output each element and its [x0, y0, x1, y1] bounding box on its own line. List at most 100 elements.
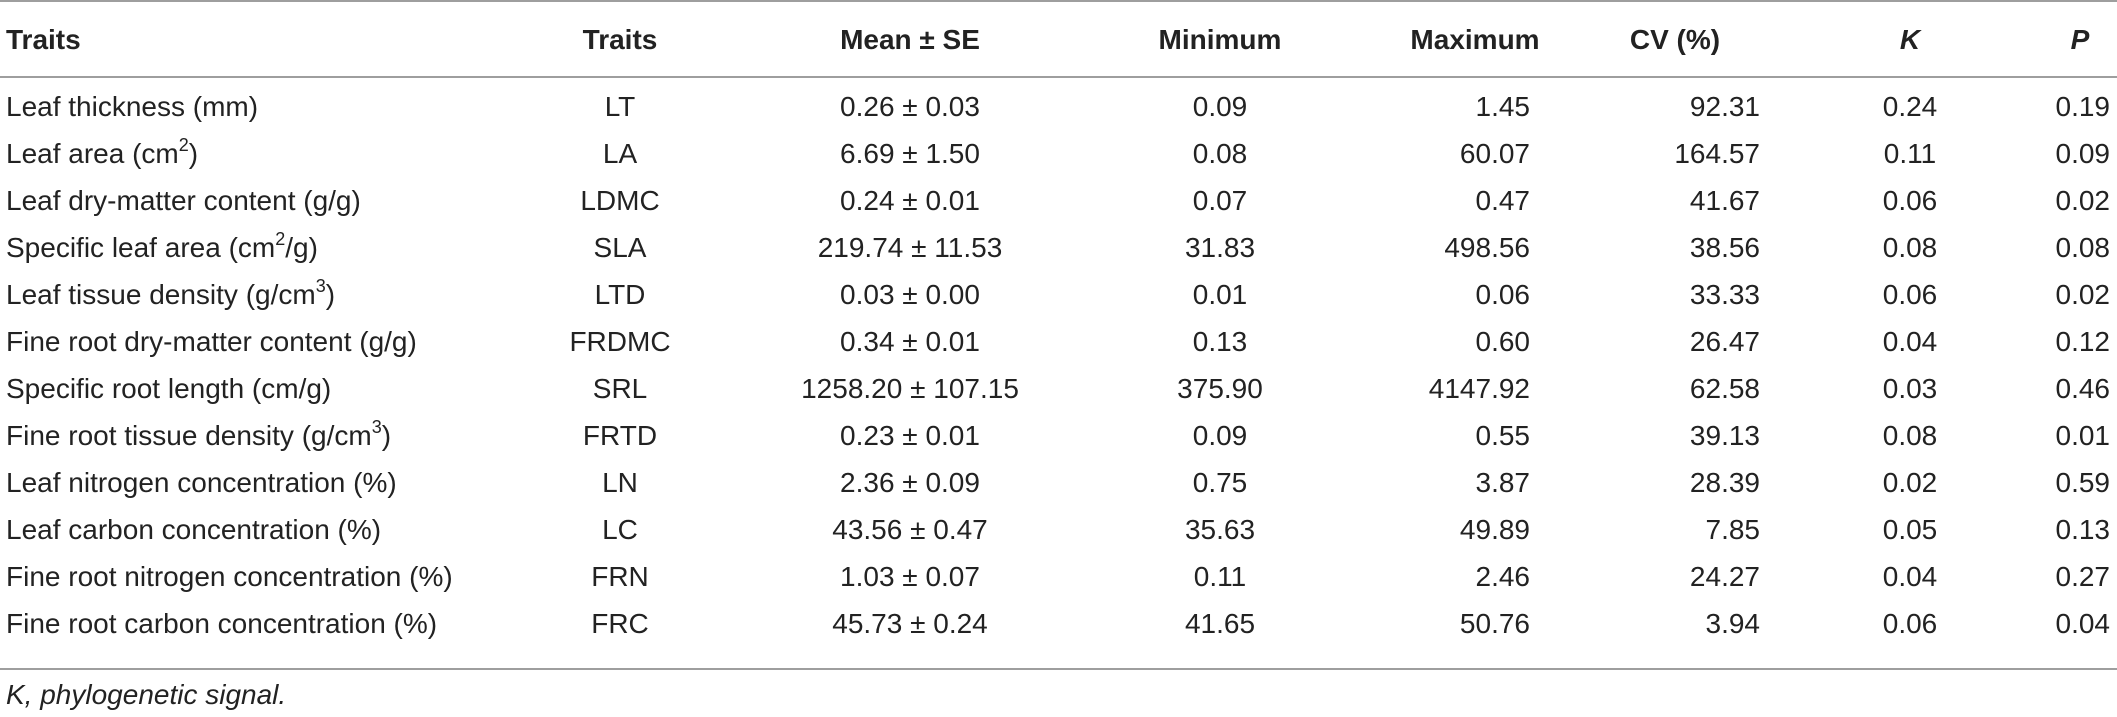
table-footnote: K, phylogenetic signal. — [6, 679, 287, 710]
cell-p: 0.09 — [2055, 138, 2111, 169]
cell-minimum: 35.63 — [1184, 514, 1256, 545]
cell-minimum: 31.83 — [1184, 232, 1256, 263]
cell-mean-se: 2.36 ± 0.09 — [840, 467, 980, 498]
table-bottom-rule — [0, 668, 2117, 670]
cell-mean-se: 0.23 ± 0.01 — [840, 420, 980, 451]
cell-cv: 62.58 — [1689, 373, 1760, 404]
cell-abbr: SRL — [592, 373, 648, 404]
cell-abbr: FRC — [591, 608, 649, 639]
cell-abbr: SLA — [593, 232, 647, 263]
cell-maximum: 0.60 — [1475, 326, 1531, 357]
cell-k: 0.04 — [1882, 326, 1938, 357]
cell-maximum: 0.47 — [1475, 185, 1531, 216]
table-row: Specific leaf area (cm2/g) SLA 219.74 ± 11… — [0, 224, 2117, 271]
cell-cv: 7.85 — [1705, 514, 1761, 545]
cell-k: 0.06 — [1882, 608, 1938, 639]
header-k: K — [1899, 24, 1921, 55]
cell-k: 0.24 — [1882, 91, 1938, 122]
cell-abbr: FRN — [591, 561, 649, 592]
cell-k: 0.08 — [1882, 232, 1938, 263]
cell-k: 0.11 — [1883, 138, 1937, 169]
cell-minimum: 0.09 — [1192, 91, 1248, 122]
cell-maximum: 0.06 — [1475, 279, 1531, 310]
cell-mean-se: 6.69 ± 1.50 — [840, 138, 980, 169]
cell-trait-name: Fine root tissue density (g/cm3) — [6, 416, 392, 451]
cell-abbr: FRDMC — [569, 326, 671, 357]
header-p: P — [2070, 24, 2090, 55]
cell-p: 0.46 — [2055, 373, 2111, 404]
cell-mean-se: 1.03 ± 0.07 — [840, 561, 980, 592]
cell-p: 0.01 — [2055, 420, 2111, 451]
cell-maximum: 60.07 — [1459, 138, 1530, 169]
table-row: Leaf tissue density (g/cm3) LTD 0.03 ± 0.0… — [0, 271, 2117, 318]
cell-p: 0.59 — [2055, 467, 2111, 498]
cell-k: 0.03 — [1882, 373, 1938, 404]
cell-trait-name: Leaf nitrogen concentration (%) — [6, 467, 397, 498]
cell-maximum: 49.89 — [1459, 514, 1530, 545]
cell-cv: 33.33 — [1689, 279, 1760, 310]
cell-cv: 92.31 — [1689, 91, 1760, 122]
cell-cv: 26.47 — [1689, 326, 1760, 357]
header-minimum: Minimum — [1158, 24, 1282, 55]
cell-trait-name: Specific leaf area (cm2/g) — [6, 228, 318, 263]
cell-mean-se: 0.03 ± 0.00 — [840, 279, 980, 310]
cell-trait-name: Fine root dry-matter content (g/g) — [6, 326, 417, 357]
cell-minimum: 0.13 — [1192, 326, 1248, 357]
cell-k: 0.05 — [1882, 514, 1938, 545]
cell-trait-name: Leaf area (cm2) — [6, 134, 199, 169]
cell-mean-se: 0.24 ± 0.01 — [840, 185, 980, 216]
cell-minimum: 0.75 — [1192, 467, 1248, 498]
cell-abbr: LA — [602, 138, 638, 169]
cell-mean-se: 219.74 ± 11.53 — [817, 232, 1003, 263]
cell-p: 0.19 — [2055, 91, 2111, 122]
cell-k: 0.08 — [1882, 420, 1938, 451]
cell-cv: 41.67 — [1689, 185, 1760, 216]
cell-mean-se: 0.34 ± 0.01 — [840, 326, 980, 357]
cell-k: 0.04 — [1882, 561, 1938, 592]
cell-trait-name: Specific root length (cm/g) — [6, 373, 332, 404]
table-row: Leaf area (cm2) LA 6.69 ± 1.50 0.08 60.07 164… — [0, 130, 2117, 177]
cell-maximum: 3.87 — [1475, 467, 1531, 498]
table-row: Leaf thickness (mm) LT 0.26 ± 0.03 0.09 1.45… — [0, 83, 2117, 130]
cell-minimum: 0.11 — [1193, 561, 1247, 592]
header-trait-abbr: Traits — [582, 24, 658, 55]
cell-abbr: LC — [602, 514, 638, 545]
cell-minimum: 375.90 — [1177, 373, 1263, 404]
cell-maximum: 498.56 — [1444, 232, 1530, 263]
cell-trait-name: Leaf thickness (mm) — [6, 91, 259, 122]
cell-minimum: 0.07 — [1192, 185, 1248, 216]
table-row: Fine root dry-matter content (g/g) FRDMC 0… — [0, 318, 2117, 365]
cell-trait-name: Fine root nitrogen concentration (%) — [6, 561, 453, 592]
cell-cv: 38.56 — [1689, 232, 1760, 263]
table-header-rule — [0, 76, 2117, 78]
cell-abbr: LN — [602, 467, 638, 498]
header-traits: Traits — [6, 24, 81, 55]
cell-p: 0.27 — [2055, 561, 2111, 592]
cell-p: 0.02 — [2055, 185, 2111, 216]
cell-maximum: 1.45 — [1475, 91, 1531, 122]
table-row: Leaf carbon concentration (%) LC 43.56 ± 0… — [0, 506, 2117, 553]
cell-maximum: 0.55 — [1475, 420, 1531, 451]
cell-cv: 24.27 — [1689, 561, 1760, 592]
cell-mean-se: 43.56 ± 0.47 — [832, 514, 988, 545]
cell-p: 0.13 — [2055, 514, 2111, 545]
cell-abbr: LDMC — [580, 185, 660, 216]
cell-maximum: 50.76 — [1459, 608, 1530, 639]
cell-mean-se: 45.73 ± 0.24 — [832, 608, 988, 639]
cell-maximum: 4147.92 — [1428, 373, 1530, 404]
cell-mean-se: 1258.20 ± 107.15 — [801, 373, 1019, 404]
header-maximum: Maximum — [1410, 24, 1540, 55]
cell-k: 0.06 — [1882, 279, 1938, 310]
table-row: Leaf dry-matter content (g/g) LDMC 0.24 ± … — [0, 177, 2117, 224]
cell-cv: 164.57 — [1674, 138, 1760, 169]
table-row: Fine root tissue density (g/cm3) FRTD 0.23… — [0, 412, 2117, 459]
table-header-row: Traits Traits Mean ± SE Minimum Maximum … — [0, 0, 2117, 76]
table-row: Specific root length (cm/g) SRL 1258.20 ± … — [0, 365, 2117, 412]
cell-trait-name: Fine root carbon concentration (%) — [6, 608, 438, 639]
cell-k: 0.06 — [1882, 185, 1938, 216]
cell-abbr: LTD — [594, 279, 646, 310]
cell-abbr: LT — [604, 91, 636, 122]
cell-cv: 28.39 — [1689, 467, 1760, 498]
cell-p: 0.12 — [2055, 326, 2111, 357]
cell-p: 0.04 — [2055, 608, 2111, 639]
